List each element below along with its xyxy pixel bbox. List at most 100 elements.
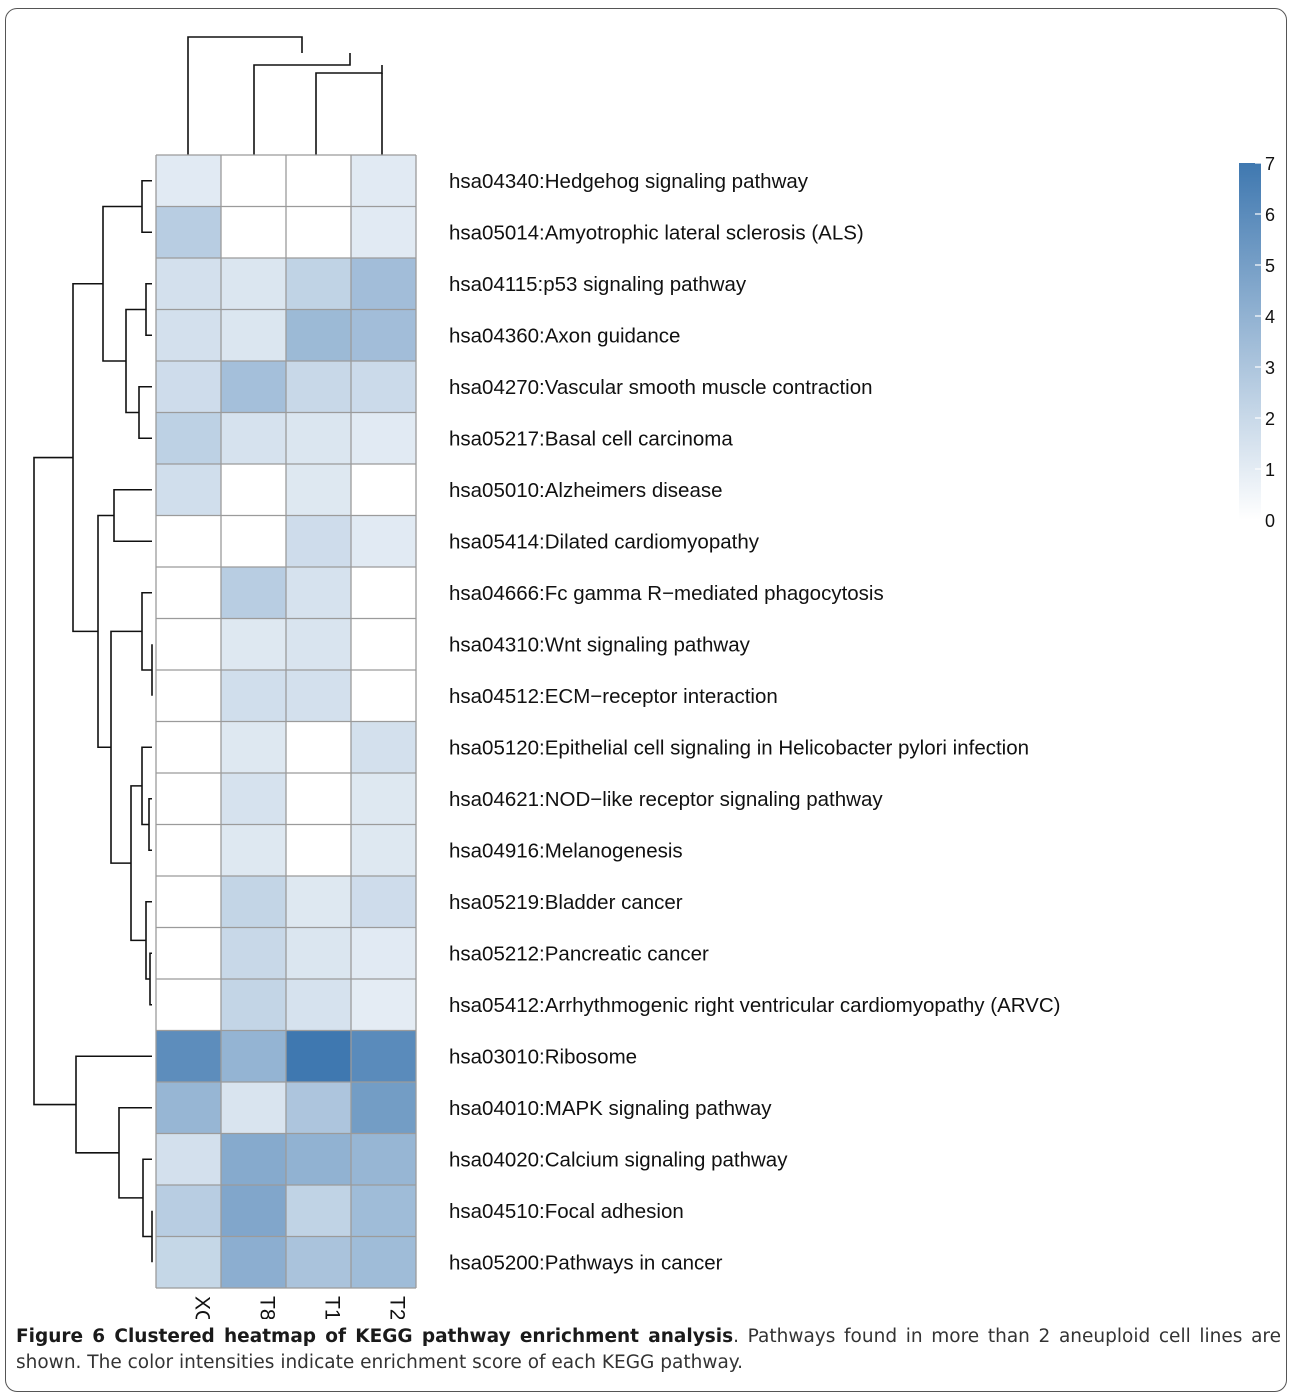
dendrogram-branch <box>141 179 152 234</box>
heatmap-cell <box>156 155 221 207</box>
heatmap-cell <box>351 464 416 516</box>
row-label: hsa05412:Arrhythmogenic right ventricula… <box>449 994 1061 1017</box>
heatmap-cell <box>156 206 221 258</box>
row-label: hsa04310:Wnt signaling pathway <box>449 633 751 656</box>
heatmap-cell <box>286 1236 351 1288</box>
heatmap-cell <box>286 670 351 722</box>
heatmap-cell <box>351 515 416 567</box>
heatmap-cell <box>156 721 221 773</box>
row-label: hsa03010:Ribosome <box>449 1045 637 1068</box>
heatmap-cell <box>286 1030 351 1082</box>
dendrogram-branch <box>142 1158 152 1238</box>
row-label: hsa05414:Dilated cardiomyopathy <box>449 530 760 553</box>
row-label: hsa04020:Calcium signaling pathway <box>449 1148 788 1171</box>
heatmap-cell <box>286 927 351 979</box>
heatmap-cell <box>286 979 351 1031</box>
heatmap-figure: hsa04340:Hedgehog signaling pathway hsa05… <box>33 36 1275 1319</box>
dendrogram-branch <box>145 282 152 337</box>
dendrogram-branch <box>113 488 152 543</box>
heatmap-cell <box>286 515 351 567</box>
row-label: hsa04270:Vascular smooth muscle contract… <box>449 376 873 399</box>
heatmap-cells <box>156 155 416 1288</box>
dendrogram-branch <box>148 797 152 852</box>
heatmap-cell <box>221 927 286 979</box>
heatmap-cell <box>286 1082 351 1134</box>
legend-tick-label: 4 <box>1265 307 1275 327</box>
row-label: hsa05219:Bladder cancer <box>449 891 683 914</box>
row-label: hsa05200:Pathways in cancer <box>449 1251 723 1274</box>
row-label: hsa05212:Pancreatic cancer <box>449 942 709 965</box>
column-labels: XO T8 T13 T22 <box>191 1296 409 1319</box>
row-label: hsa04621:NOD−like receptor signaling pat… <box>449 788 883 811</box>
heatmap-cell <box>221 155 286 207</box>
heatmap-cell <box>156 670 221 722</box>
dendrogram-branch <box>110 630 142 864</box>
heatmap-cell <box>156 927 221 979</box>
heatmap-cell <box>286 1185 351 1237</box>
heatmap-cell <box>351 1030 416 1082</box>
heatmap-cell <box>351 258 416 310</box>
heatmap-cell <box>221 515 286 567</box>
dendrogram-branch <box>125 308 146 414</box>
heatmap-cell <box>156 464 221 516</box>
legend-tick-label: 5 <box>1265 256 1275 276</box>
legend-tick-label: 2 <box>1265 409 1275 429</box>
row-label: hsa04512:ECM−receptor interaction <box>449 685 778 708</box>
heatmap-cell <box>221 1082 286 1134</box>
row-label: hsa05120:Epithelial cell signaling in He… <box>449 736 1029 759</box>
figure-frame: hsa04340:Hedgehog signaling pathway hsa05… <box>5 8 1287 1392</box>
heatmap-cell <box>156 979 221 1031</box>
heatmap-cell <box>351 412 416 464</box>
heatmap-cell <box>286 361 351 413</box>
heatmap-cell <box>286 721 351 773</box>
heatmap-cell <box>351 1185 416 1237</box>
heatmap-cell <box>351 206 416 258</box>
heatmap-cell <box>221 361 286 413</box>
column-label: T22 <box>386 1296 409 1319</box>
row-dendrogram <box>33 179 153 1263</box>
heatmap-cell <box>221 618 286 670</box>
heatmap-cell <box>156 824 221 876</box>
heatmap-cell <box>351 927 416 979</box>
column-dendrogram <box>187 36 383 155</box>
row-label: hsa04115:p53 signaling pathway <box>449 273 747 296</box>
row-label: hsa05217:Basal cell carcinoma <box>449 427 733 450</box>
heatmap-cell <box>221 1185 286 1237</box>
row-label: hsa04510:Focal adhesion <box>449 1200 684 1223</box>
heatmap-cell <box>156 773 221 825</box>
heatmap-cell <box>351 567 416 619</box>
heatmap-cell <box>221 309 286 361</box>
dendrogram-branch <box>141 591 152 671</box>
heatmap-cell <box>351 155 416 207</box>
heatmap-cell <box>221 670 286 722</box>
heatmap-cell <box>156 361 221 413</box>
heatmap-cell <box>156 1133 221 1185</box>
heatmap-cell <box>351 773 416 825</box>
heatmap-cell <box>156 618 221 670</box>
heatmap-cell <box>286 464 351 516</box>
dendrogram-branch <box>75 1055 152 1154</box>
row-label: hsa04010:MAPK signaling pathway <box>449 1097 772 1120</box>
heatmap-cell <box>286 567 351 619</box>
heatmap-cell <box>156 567 221 619</box>
caption-label: Figure 6 Clustered heatmap of KEGG pathw… <box>16 1326 734 1347</box>
row-label: hsa05010:Alzheimers disease <box>449 479 723 502</box>
caption-text: . Pathways found in more than 2 aneuploi… <box>16 1326 1281 1373</box>
row-label: hsa05014:Amyotrophic lateral sclerosis (… <box>449 221 864 244</box>
figure-caption: Figure 6 Clustered heatmap of KEGG pathw… <box>16 1324 1281 1376</box>
heatmap-cell <box>221 1236 286 1288</box>
heatmap-cell <box>221 464 286 516</box>
heatmap-cell <box>286 773 351 825</box>
heatmap-cell <box>351 1082 416 1134</box>
heatmap-cell <box>221 412 286 464</box>
heatmap-cell <box>286 309 351 361</box>
column-label: T8 <box>256 1296 279 1319</box>
heatmap-cell <box>221 258 286 310</box>
heatmap-cell <box>351 1236 416 1288</box>
heatmap-cell <box>221 1133 286 1185</box>
heatmap-cell <box>286 412 351 464</box>
heatmap-cell <box>221 1030 286 1082</box>
legend-tick-label: 6 <box>1265 205 1275 225</box>
heatmap-cell <box>221 567 286 619</box>
heatmap-cell <box>286 206 351 258</box>
